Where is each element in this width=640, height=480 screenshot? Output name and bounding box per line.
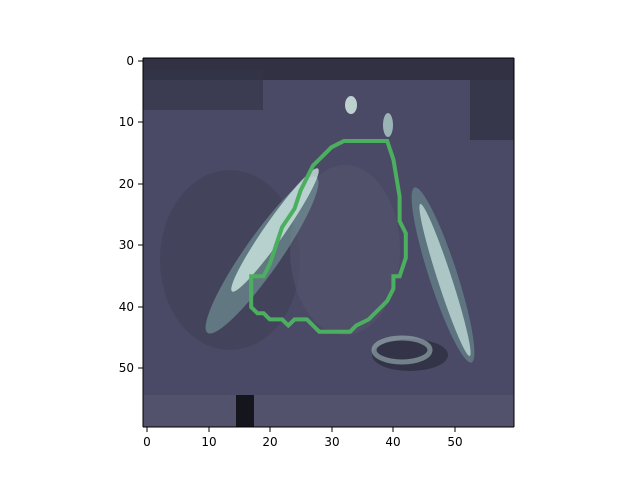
image-dark-bottom-strip bbox=[143, 395, 514, 427]
image-panel bbox=[143, 58, 514, 427]
y-tick: 10 bbox=[119, 115, 143, 129]
x-tick-label: 30 bbox=[324, 435, 339, 449]
x-tick: 20 bbox=[262, 427, 278, 449]
x-tick: 30 bbox=[324, 427, 340, 449]
image-dark-soft-region bbox=[160, 170, 300, 350]
y-tick: 0 bbox=[126, 54, 143, 68]
y-tick-label: 30 bbox=[119, 238, 134, 252]
image-bright-streak-right bbox=[419, 203, 471, 357]
x-tick-label: 10 bbox=[201, 435, 216, 449]
image-dark-bottom-block bbox=[236, 395, 254, 427]
x-axis: 0 10 20 30 40 50 bbox=[143, 426, 514, 449]
y-tick-label: 20 bbox=[119, 177, 134, 191]
image-frame bbox=[143, 57, 515, 427]
image-lower-dark-region bbox=[372, 339, 448, 371]
x-tick-label: 0 bbox=[143, 435, 151, 449]
y-tick: 40 bbox=[119, 300, 143, 314]
x-tick-label: 40 bbox=[385, 435, 400, 449]
x-tick-label: 50 bbox=[447, 435, 462, 449]
y-tick: 20 bbox=[119, 177, 143, 191]
image-dark-top-left bbox=[143, 70, 263, 110]
x-tick: 10 bbox=[201, 427, 217, 449]
y-tick-label: 40 bbox=[119, 300, 134, 314]
y-tick: 30 bbox=[119, 238, 143, 252]
x-tick: 40 bbox=[385, 427, 401, 449]
image-lower-bright-ring bbox=[371, 335, 433, 365]
x-tick: 50 bbox=[447, 427, 463, 449]
image-mid-soft-region bbox=[290, 165, 400, 335]
segmentation-contour bbox=[249, 139, 408, 334]
image-bright-spot-top bbox=[345, 96, 357, 114]
x-tick-label: 20 bbox=[262, 435, 277, 449]
x-tick: 0 bbox=[143, 427, 151, 449]
y-tick: 50 bbox=[119, 361, 143, 375]
image-bright-spot-top-right bbox=[383, 113, 393, 137]
y-tick-label: 10 bbox=[119, 115, 134, 129]
image-dark-right-strip bbox=[470, 80, 514, 140]
y-tick-label: 50 bbox=[119, 361, 134, 375]
y-axis: 0 10 20 30 40 50 bbox=[119, 54, 144, 427]
y-tick-label: 0 bbox=[126, 54, 134, 68]
